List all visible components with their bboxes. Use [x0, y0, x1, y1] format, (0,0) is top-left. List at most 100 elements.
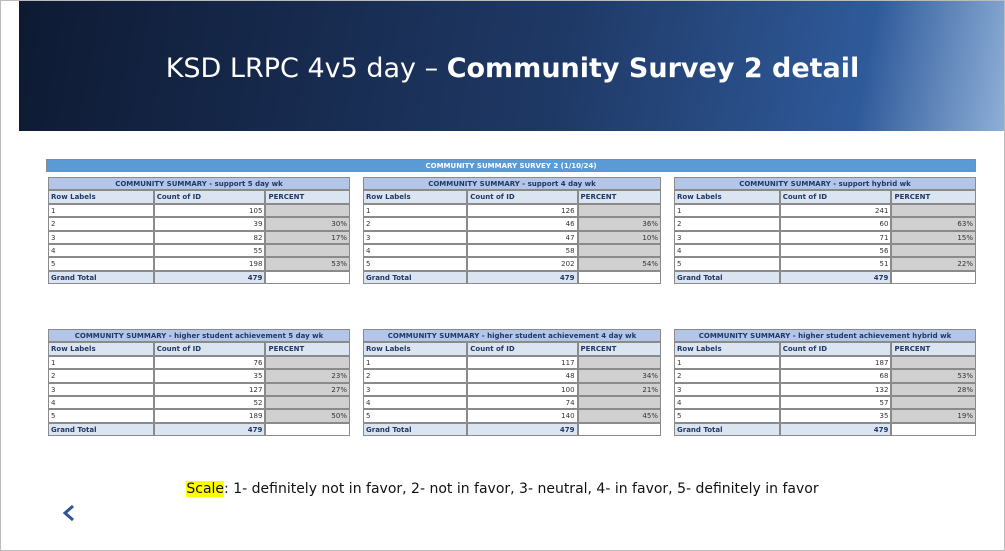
- row-label: 5: [48, 257, 154, 271]
- row-label: 4: [363, 396, 468, 410]
- total-label: Grand Total: [674, 270, 780, 285]
- row-label: 2: [674, 217, 780, 231]
- table-title: COMMUNITY SUMMARY - support hybrid wk: [674, 177, 976, 191]
- percent: [577, 355, 661, 370]
- table-title: COMMUNITY SUMMARY - higher student achie…: [674, 329, 976, 343]
- row-label: 2: [48, 217, 154, 231]
- percent: 28%: [891, 382, 976, 396]
- percent: 34%: [577, 369, 661, 383]
- column-header: Count of ID: [153, 342, 266, 356]
- total-count: 479: [467, 422, 578, 437]
- count: 105: [153, 203, 266, 218]
- logo-mark: [62, 504, 74, 522]
- percent: 45%: [577, 409, 661, 423]
- count: 82: [153, 230, 266, 244]
- column-header: Count of ID: [467, 190, 578, 204]
- scale-text: : 1- definitely not in favor, 2- not in …: [224, 481, 819, 497]
- percent: 19%: [891, 409, 976, 423]
- row-label: 1: [674, 203, 780, 218]
- row-label: 5: [674, 409, 780, 423]
- percent: 53%: [265, 257, 350, 271]
- percent: 50%: [265, 409, 350, 423]
- total-label: Grand Total: [48, 270, 154, 285]
- percent: [265, 396, 350, 410]
- percent: [265, 355, 350, 370]
- count: 117: [467, 355, 578, 370]
- row-label: 2: [674, 369, 780, 383]
- slide-title: KSD LRPC 4v5 day – Community Survey 2 de…: [19, 53, 1004, 84]
- row-label: 5: [48, 409, 154, 423]
- column-header: PERCENT: [577, 342, 661, 356]
- column-header: Count of ID: [467, 342, 578, 356]
- percent: 54%: [577, 257, 661, 271]
- count: 55: [153, 244, 266, 258]
- scale-note: Scale: 1- definitely not in favor, 2- no…: [1, 481, 1004, 497]
- row-label: 2: [363, 369, 468, 383]
- header-band: KSD LRPC 4v5 day – Community Survey 2 de…: [19, 1, 1004, 131]
- count: 35: [153, 369, 266, 383]
- scale-label: Scale: [186, 481, 225, 497]
- row-label: 1: [674, 355, 780, 370]
- count: 35: [779, 409, 892, 423]
- column-header: PERCENT: [265, 342, 350, 356]
- count: 56: [779, 244, 892, 258]
- count: 198: [153, 257, 266, 271]
- percent: [891, 244, 976, 258]
- row-label: 5: [363, 409, 468, 423]
- column-header: Count of ID: [779, 342, 892, 356]
- row-label: 3: [48, 382, 154, 396]
- percent: 22%: [891, 257, 976, 271]
- percent: 21%: [577, 382, 661, 396]
- total-blank: [265, 270, 350, 285]
- count: 52: [153, 396, 266, 410]
- total-blank: [265, 422, 350, 437]
- row-label: 1: [48, 203, 154, 218]
- percent: 17%: [265, 230, 350, 244]
- percent: [891, 355, 976, 370]
- percent: 63%: [891, 217, 976, 231]
- column-header: PERCENT: [265, 190, 350, 204]
- count: 132: [779, 382, 892, 396]
- total-label: Grand Total: [363, 422, 468, 437]
- table-title: COMMUNITY SUMMARY - higher student achie…: [48, 329, 350, 343]
- row-label: 2: [363, 217, 468, 231]
- column-header: Row Labels: [48, 342, 154, 356]
- count: 189: [153, 409, 266, 423]
- count: 68: [779, 369, 892, 383]
- count: 100: [467, 382, 578, 396]
- count: 46: [467, 217, 578, 231]
- count: 57: [779, 396, 892, 410]
- total-blank: [891, 422, 976, 437]
- count: 76: [153, 355, 266, 370]
- total-label: Grand Total: [674, 422, 780, 437]
- count: 39: [153, 217, 266, 231]
- count: 47: [467, 230, 578, 244]
- row-label: 1: [363, 203, 468, 218]
- count: 48: [467, 369, 578, 383]
- count: 126: [467, 203, 578, 218]
- total-count: 479: [467, 270, 578, 285]
- total-count: 479: [779, 422, 892, 437]
- column-header: Row Labels: [363, 342, 468, 356]
- table-title: COMMUNITY SUMMARY - higher student achie…: [363, 329, 661, 343]
- percent: 15%: [891, 230, 976, 244]
- count: 60: [779, 217, 892, 231]
- count: 140: [467, 409, 578, 423]
- row-label: 5: [674, 257, 780, 271]
- table-title: COMMUNITY SUMMARY - support 5 day wk: [48, 177, 350, 191]
- row-label: 4: [674, 396, 780, 410]
- count: 127: [153, 382, 266, 396]
- row-label: 5: [363, 257, 468, 271]
- percent: [577, 203, 661, 218]
- total-blank: [891, 270, 976, 285]
- column-header: Row Labels: [363, 190, 468, 204]
- row-label: 3: [674, 230, 780, 244]
- total-count: 479: [153, 270, 266, 285]
- percent: [265, 244, 350, 258]
- title-plain: KSD LRPC 4v5 day –: [165, 53, 447, 84]
- count: 71: [779, 230, 892, 244]
- row-label: 4: [674, 244, 780, 258]
- total-blank: [577, 422, 661, 437]
- total-blank: [577, 270, 661, 285]
